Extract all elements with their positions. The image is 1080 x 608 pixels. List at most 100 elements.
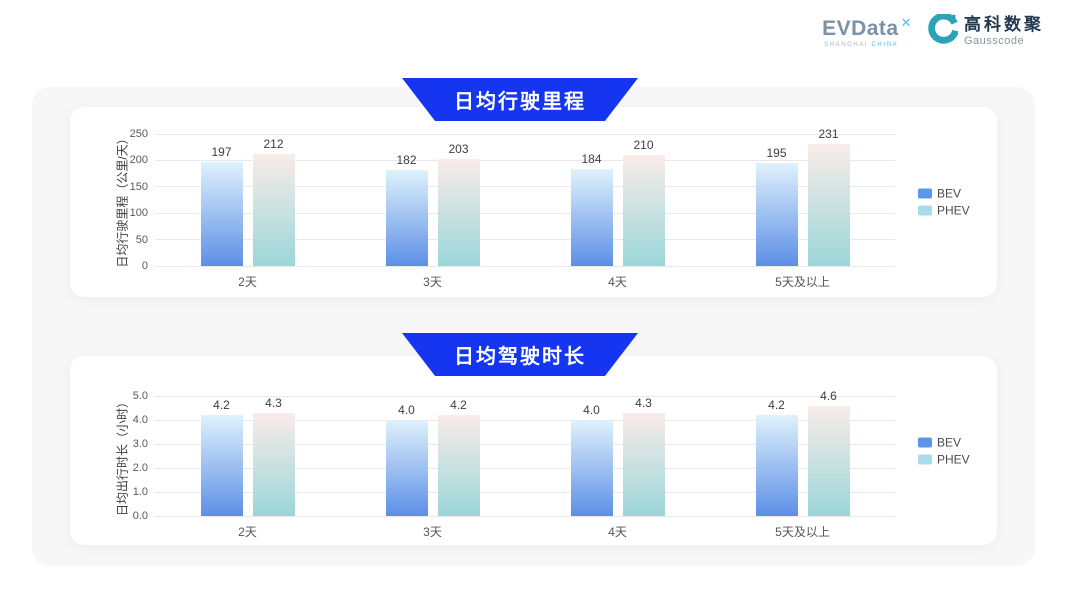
bar-value-label: 184 [581, 151, 602, 166]
mileage-chart-card: 日均行驶里程（公里/天） 0 50 100 150 200 250 197 212 182 203 1… [70, 107, 997, 297]
y-axis-title: 日均行驶里程（公里/天） [115, 132, 130, 268]
gausscode-text: 高科数聚 Gausscode [964, 15, 1044, 47]
y-tick-label: 1.0 [132, 486, 148, 498]
evdata-logo: EVData ✕ SHANGHAI CHINA [822, 16, 912, 48]
gausscode-cn: 高科数聚 [964, 15, 1044, 35]
x-category-label: 3天 [423, 525, 442, 539]
mileage-title-banner: 日均行驶里程 [402, 78, 638, 121]
bar-value-label: 4.2 [450, 398, 467, 413]
gridline [155, 159, 895, 161]
gridline [155, 186, 895, 188]
category-labels: 2天 3天 4天 5天及以上 [155, 523, 895, 540]
legend-label: BEV [937, 435, 962, 449]
phev-bar: 210 [622, 138, 665, 266]
gausscode-logo: 高科数聚 Gausscode [928, 12, 1044, 49]
bev-bar: 4.2 [200, 398, 243, 516]
x-category-label: 4天 [608, 275, 627, 289]
gausscode-g-icon [928, 12, 959, 49]
phev-bar: 203 [437, 142, 480, 266]
bar-value-label: 4.3 [265, 395, 282, 410]
bar-value-label: 4.2 [768, 398, 785, 413]
legend-label: PHEV [937, 203, 970, 218]
y-tick-label: 150 [129, 180, 148, 193]
x-category-label: 2天 [238, 525, 257, 539]
phev-bar: 4.3 [252, 396, 295, 516]
legend-item[interactable]: BEV [918, 435, 970, 449]
bar-groups: 197 212 182 203 184 210 195 231 [155, 127, 895, 266]
bar-groups: 4.2 4.3 4.0 4.2 4.0 4.3 4.2 4.6 [155, 389, 895, 516]
mileage-chart-title: 日均行驶里程 [454, 91, 586, 113]
gridline [155, 265, 895, 267]
y-tick-label: 3.0 [132, 438, 148, 450]
bev-bar: 197 [200, 145, 243, 266]
evdata-wordmark: EVData ✕ [822, 16, 912, 39]
bar-value-label: 231 [818, 127, 839, 142]
gridline [155, 467, 895, 469]
y-tick-label: 0.0 [132, 510, 148, 522]
plot-area [155, 395, 895, 517]
evdata-text: EVData [822, 16, 899, 40]
gridline [155, 515, 895, 517]
x-category-label: 4天 [608, 525, 627, 539]
bar-value-label: 4.2 [213, 398, 230, 413]
gausscode-en: Gausscode [964, 34, 1025, 47]
x-category-label: 3天 [423, 275, 442, 289]
bar-value-label: 4.0 [583, 403, 600, 417]
bar-group: 4.2 4.3 [155, 396, 340, 516]
bar-value-label: 203 [448, 141, 469, 156]
duration-chart-card: 日均出行时长（小时） 0.0 1.0 2.0 3.0 4.0 5.0 4.2 4.3 4.0 4.2… [70, 356, 997, 545]
plot-area [155, 133, 895, 267]
bar-value-label: 4.6 [820, 388, 837, 403]
evdata-tagline: SHANGHAI CHINA [824, 42, 898, 48]
bev-bar: 4.2 [755, 398, 798, 516]
legend: BEV PHEV [918, 187, 970, 218]
legend-item[interactable]: PHEV [918, 204, 970, 218]
bar-group: 4.2 4.6 [710, 389, 895, 516]
y-tick-label: 5.0 [132, 390, 148, 402]
duration-chart-title: 日均驾驶时长 [454, 346, 586, 368]
legend-swatch-icon [918, 437, 932, 447]
gridline [155, 239, 895, 241]
phev-bar: 212 [252, 137, 295, 266]
y-tick-label: 4.0 [132, 414, 148, 426]
legend: BEV PHEV [918, 435, 970, 466]
bar-value-label: 197 [211, 144, 232, 159]
phev-bar: 231 [807, 127, 850, 266]
x-category-label: 2天 [238, 275, 257, 289]
legend-item[interactable]: PHEV [918, 452, 970, 466]
bev-bar: 195 [755, 146, 798, 266]
gridline [155, 443, 895, 445]
phev-bar: 4.2 [437, 398, 480, 516]
y-tick-label: 100 [129, 207, 148, 220]
bar-group: 4.0 4.3 [525, 396, 710, 516]
y-tick-label: 200 [129, 154, 148, 167]
evdata-tagline-right: CHINA [871, 41, 899, 48]
bar-group: 4.0 4.2 [340, 396, 525, 516]
y-tick-label: 0 [141, 260, 148, 272]
gridline [155, 491, 895, 493]
bar-group: 184 210 [525, 134, 710, 266]
bev-bar: 4.0 [385, 403, 428, 516]
bar-group: 197 212 [155, 134, 340, 266]
phev-bar: 4.6 [807, 389, 850, 516]
bev-bar: 4.0 [570, 403, 613, 516]
bar-value-label: 210 [633, 138, 654, 153]
legend-item[interactable]: BEV [918, 187, 970, 201]
legend-swatch-icon [918, 188, 932, 199]
bar-value-label: 212 [263, 137, 284, 152]
phev-bar: 4.3 [622, 396, 665, 516]
bar-group: 195 231 [710, 127, 895, 266]
gridline [155, 212, 895, 214]
bar-value-label: 182 [396, 152, 417, 167]
category-labels: 2天 3天 4天 5天及以上 [155, 273, 895, 290]
logo-row: EVData ✕ SHANGHAI CHINA 高科数聚 Gausscode [822, 12, 1044, 49]
legend-label: BEV [937, 186, 962, 201]
y-tick-label: 50 [135, 233, 148, 246]
gridline [155, 395, 895, 397]
x-category-label: 5天及以上 [775, 275, 830, 289]
legend-swatch-icon [918, 205, 932, 216]
evdata-tagline-left: SHANGHAI [824, 41, 869, 48]
evdata-x-icon: ✕ [900, 14, 912, 30]
bar-value-label: 4.3 [635, 395, 652, 410]
